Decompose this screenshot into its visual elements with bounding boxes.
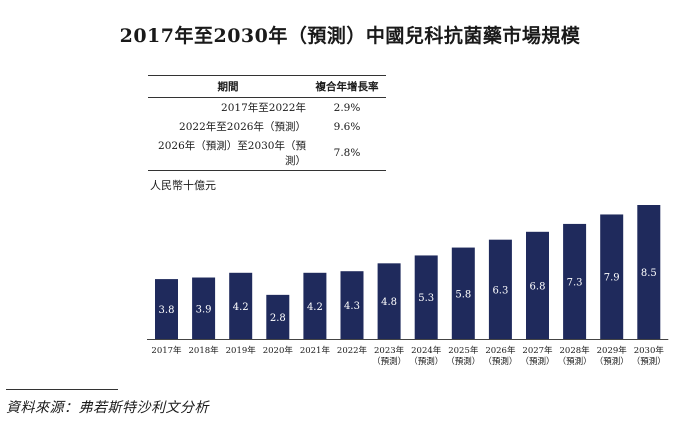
x-tick-label: （預測）	[409, 356, 443, 367]
cagr-table-header-row: 期間 複合年增長率	[148, 75, 386, 98]
y-axis-unit-label: 人民幣十億元	[150, 179, 216, 192]
x-tick-label: （預測）	[595, 356, 629, 367]
data-label: 2.8	[270, 313, 286, 324]
data-label: 6.8	[530, 281, 546, 292]
x-tick-label: 2025年	[448, 345, 479, 356]
data-label: 4.2	[307, 302, 323, 313]
data-label: 6.3	[492, 285, 508, 296]
period-cell: 2017年至2022年	[221, 102, 306, 114]
x-tick-label: （預測）	[483, 356, 517, 367]
data-label: 4.3	[344, 301, 360, 312]
cagr-header: 複合年增長率	[308, 75, 386, 98]
bar	[451, 247, 475, 339]
x-tick-label: 2020年	[263, 345, 294, 356]
bar	[340, 271, 364, 339]
bar	[377, 263, 401, 339]
bar	[155, 279, 178, 339]
period-cell: 2022年至2026年（預測）	[179, 121, 306, 133]
x-tick-label: 2023年	[374, 345, 405, 356]
bar	[192, 277, 216, 339]
x-tick-label: （預測）	[558, 356, 592, 367]
x-tick-label: （預測）	[446, 356, 480, 367]
bar	[266, 294, 290, 339]
x-tick-label: 2022年	[337, 345, 368, 356]
data-label: 4.2	[233, 302, 249, 313]
x-tick-label: 2029年	[597, 345, 628, 356]
x-tick-label: 2018年	[189, 345, 220, 356]
x-tick-label: 2030年	[634, 345, 665, 356]
cagr-table: 期間 複合年增長率 2017年至2022年 2.9% 2022年至2026年（預…	[148, 75, 386, 171]
source-divider	[6, 389, 118, 390]
x-tick-label: 2024年	[411, 345, 442, 356]
bar	[414, 255, 438, 339]
chart-title: 2017年至2030年（預測）中國兒科抗菌藥市場規模	[119, 25, 581, 47]
x-tick-label: 2019年	[226, 345, 257, 356]
bar	[303, 272, 327, 339]
data-label: 8.5	[641, 268, 657, 279]
data-label: 7.9	[604, 273, 620, 284]
x-tick-label: 2026年	[485, 345, 516, 356]
bar	[488, 239, 512, 339]
data-label: 3.8	[159, 305, 175, 316]
cagr-table-row: 2022年至2026年（預測） 9.6%	[148, 117, 386, 136]
source-note: 資料來源：弗若斯特沙利文分析	[6, 400, 209, 416]
bar	[563, 223, 587, 339]
x-tick-label: （預測）	[632, 356, 666, 367]
bar	[600, 214, 624, 339]
bar	[526, 231, 549, 339]
data-label: 5.8	[455, 289, 471, 300]
data-label: 5.3	[418, 293, 434, 304]
x-tick-label: （預測）	[520, 356, 554, 367]
bar	[637, 205, 661, 339]
x-tick-label: 2017年	[151, 345, 182, 356]
period-header: 期間	[148, 75, 308, 98]
x-tick-label: 2021年	[300, 345, 331, 356]
cagr-cell: 2.9%	[333, 101, 361, 114]
cagr-table-row: 2017年至2022年 2.9%	[148, 98, 386, 118]
cagr-cell: 7.8%	[308, 136, 386, 171]
data-label: 7.3	[567, 277, 583, 288]
cagr-cell: 9.6%	[333, 120, 361, 133]
bar	[229, 272, 253, 339]
x-tick-label: 2027年	[522, 345, 553, 356]
x-tick-label: （預測）	[372, 356, 406, 367]
cagr-table-row: 2026年（預測）至2030年（預測） 7.8%	[148, 136, 386, 171]
data-label: 4.8	[381, 297, 397, 308]
period-cell: 2026年（預測）至2030年（預測）	[148, 136, 308, 171]
x-tick-label: 2028年	[560, 345, 591, 356]
data-label: 3.9	[196, 304, 212, 315]
